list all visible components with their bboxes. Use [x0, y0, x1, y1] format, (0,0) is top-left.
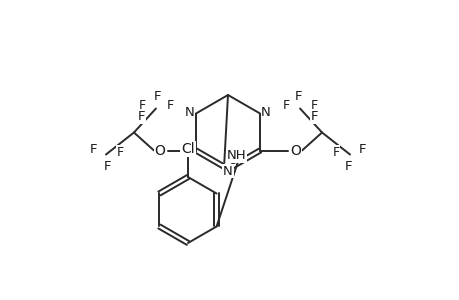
Text: NH: NH — [226, 149, 246, 162]
Text: F: F — [332, 146, 339, 159]
Text: F: F — [358, 143, 365, 156]
Text: F: F — [282, 99, 289, 112]
Text: F: F — [116, 146, 123, 159]
Text: O: O — [154, 143, 165, 158]
Text: F: F — [154, 90, 162, 103]
Text: F: F — [166, 99, 173, 112]
Text: F: F — [310, 99, 317, 112]
Text: F: F — [138, 99, 145, 112]
Text: F: F — [343, 160, 351, 173]
Text: F: F — [310, 110, 317, 123]
Text: F: F — [104, 160, 112, 173]
Text: Cl: Cl — [181, 142, 195, 156]
Text: F: F — [138, 110, 146, 123]
Text: F: F — [294, 90, 301, 103]
Text: N: N — [223, 164, 232, 178]
Text: N: N — [185, 106, 195, 119]
Text: F: F — [90, 143, 97, 156]
Text: O: O — [290, 143, 301, 158]
Text: N: N — [261, 106, 270, 119]
